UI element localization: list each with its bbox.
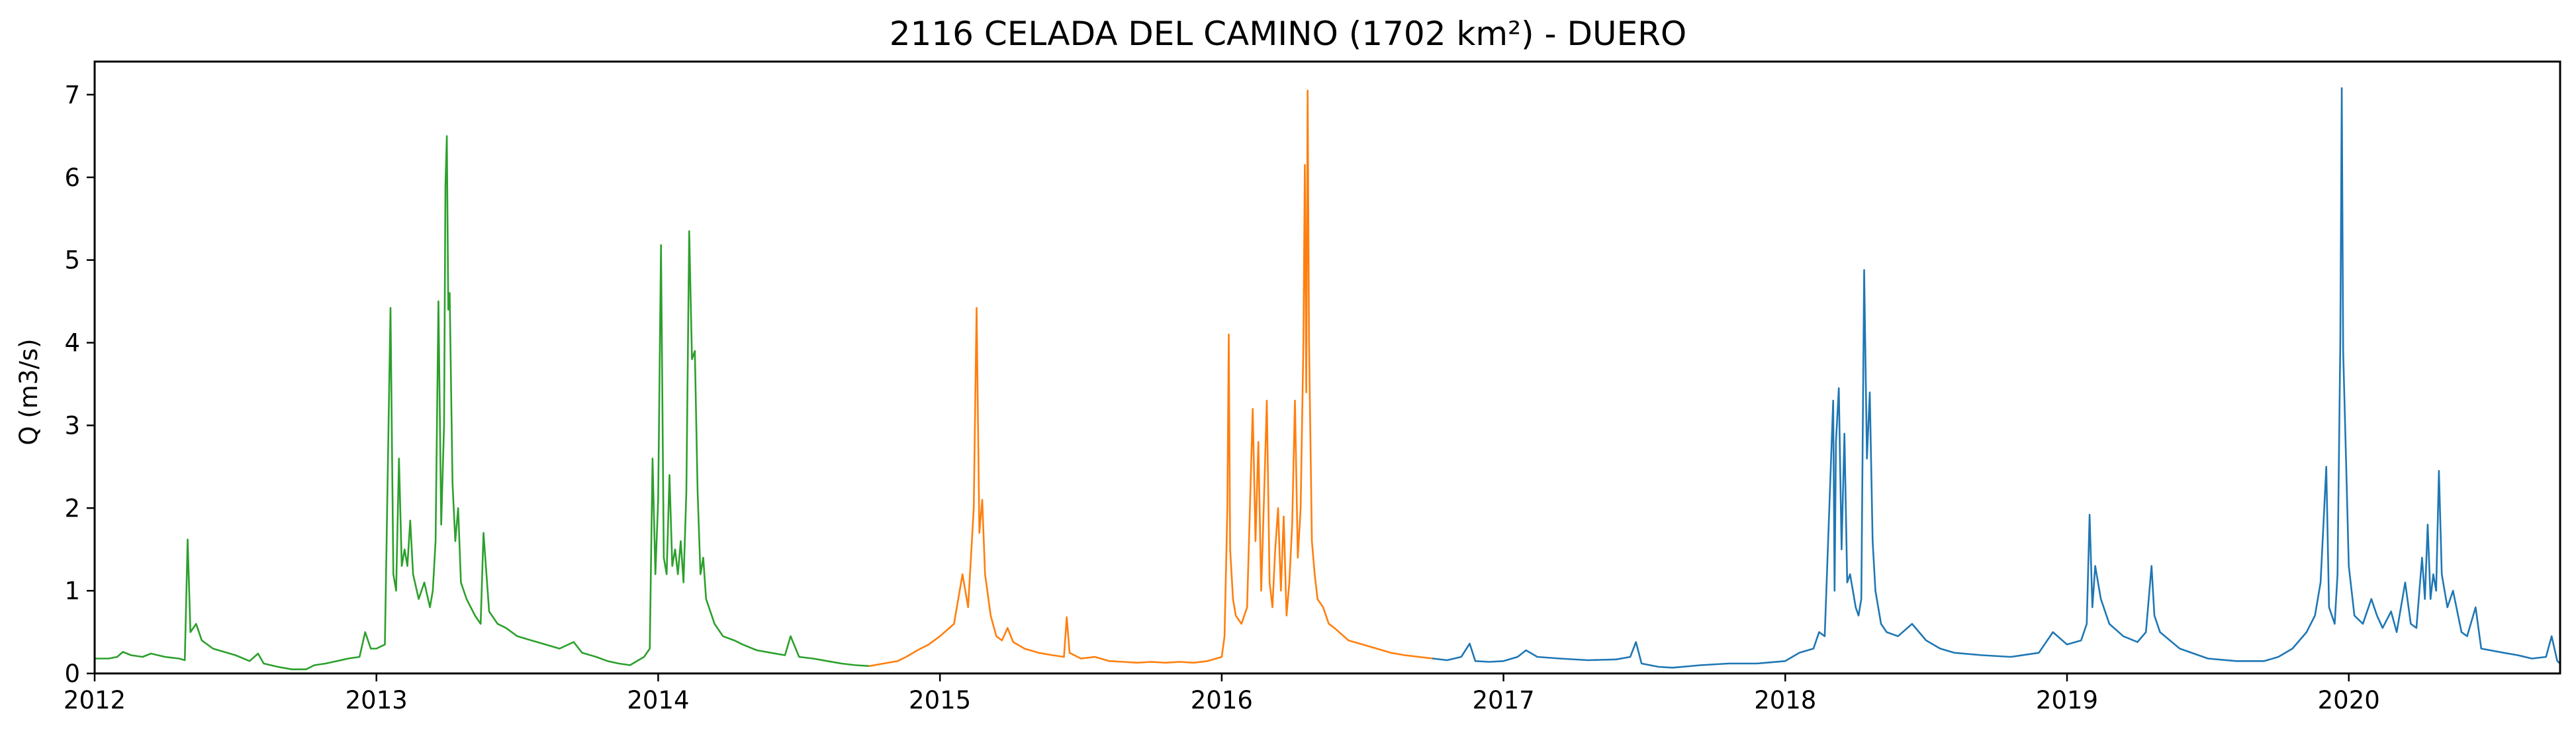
- x-tick-label: 2012: [64, 686, 126, 714]
- y-tick-label: 5: [64, 246, 80, 275]
- y-tick-label: 6: [64, 164, 80, 192]
- x-tick-label: 2014: [627, 686, 689, 714]
- series-group: [93, 87, 2561, 671]
- y-tick-label: 4: [64, 329, 80, 358]
- y-axis-label: Q (m3/s): [15, 338, 43, 445]
- x-tick-label: 2015: [909, 686, 971, 714]
- y-tick-label: 3: [64, 411, 80, 440]
- y-tick-label: 7: [64, 81, 80, 109]
- series-line-0: [93, 135, 870, 671]
- series-line-2: [1432, 87, 2561, 669]
- series-line-1: [868, 89, 1434, 667]
- x-tick-label: 2019: [2036, 686, 2098, 714]
- y-tick-label: 1: [64, 577, 80, 605]
- y-tick-label: 2: [64, 494, 80, 522]
- plot-frame: [93, 60, 2561, 675]
- x-tick-label: 2016: [1191, 686, 1253, 714]
- x-tick-label: 2013: [345, 686, 408, 714]
- x-axis-ticks: 2012 2013 2014 2015 2016 2017 2018 2019 2020: [64, 673, 2380, 714]
- y-axis-ticks: 0 1 2 3 4 5 6 7: [64, 81, 95, 688]
- x-tick-label: 2020: [2318, 686, 2380, 714]
- y-tick-label: 0: [64, 660, 80, 688]
- chart-title: 2116 CELADA DEL CAMINO (1702 km²) - DUER…: [890, 15, 1687, 53]
- x-tick-label: 2018: [1754, 686, 1816, 714]
- x-tick-label: 2017: [1472, 686, 1534, 714]
